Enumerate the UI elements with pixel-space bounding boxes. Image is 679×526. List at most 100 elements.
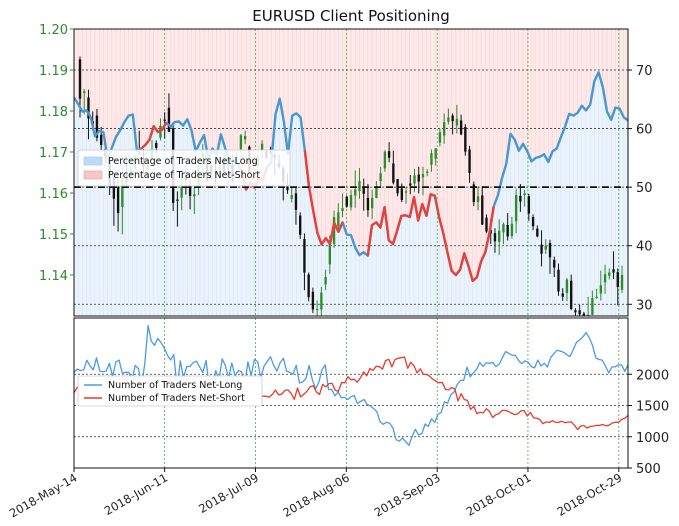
candle-body [578,310,581,315]
candle-body [582,313,586,316]
candle-body [116,187,120,214]
candle-body [565,279,569,294]
candle-body [294,193,298,210]
x-axis-tick-label: 2018-Oct-01 [464,470,534,518]
candle-body [417,174,420,182]
candle-body [83,91,86,93]
net-short-percentage-line [140,122,168,150]
left-axis-tick-label: 1.15 [39,228,68,243]
legend-swatch-net-long [83,156,103,166]
candle-body [121,178,124,207]
candle-body [299,215,302,235]
right-axis-tick-label: 60 [636,123,653,138]
right-axis-tick-label: 40 [636,240,653,255]
candle-body [523,193,526,196]
candle-body [599,285,603,294]
candle-body [616,272,619,287]
candle-body [349,195,353,208]
candle-body [324,277,327,285]
candle-body [303,238,306,273]
legend-label-traders-net-long: Number of Traders Net-Long [108,380,242,391]
net-short-percentage-line [366,192,495,283]
candle-body [502,224,505,233]
bottom-right-axis-tick-label: 1000 [636,431,669,446]
candle-body [620,275,624,290]
candle-body [163,119,166,121]
candle-body [527,196,531,214]
candle-body [176,199,179,201]
legend-label-net-long: Percentage of Traders Net-Long [108,156,258,167]
candle-body [155,142,158,148]
candle-body [574,310,577,313]
candle-body [413,175,416,184]
candle-body [459,120,463,135]
top-panel-frame [73,28,629,317]
candle-body [354,189,357,196]
candle-body [95,115,99,138]
candle-body [370,197,374,209]
left-axis-tick-label: 1.20 [39,23,68,38]
candle-body [514,195,518,222]
bottom-legend: Number of Traders Net-Long Number of Tra… [77,375,263,407]
candle-body [328,240,332,265]
candle-body [99,134,103,146]
candle-body [570,280,573,310]
candle-body [421,174,425,178]
x-axis-tick-label: 2018-May-14 [7,470,80,520]
candle-body [392,163,395,183]
candle-body [375,187,378,198]
candle-body [536,228,539,237]
candle-body [430,153,433,165]
chart-title: EURUSD Client Positioning [252,7,450,25]
candle-body [447,117,450,122]
candle-body [476,196,480,203]
candle-body [468,149,471,173]
candle-body [315,309,319,311]
traders-net-long-line [74,324,628,446]
legend-label-net-short: Percentage of Traders Net-Short [108,170,260,181]
candle-body [112,177,116,199]
candle-body [193,194,196,197]
bottom-panel-frame [73,317,629,469]
candle-body [341,208,344,212]
x-axis-tick-label: 2018-Jun-11 [102,470,170,518]
candle-body [404,191,408,193]
candle-body [438,132,442,143]
candle-body [591,297,594,315]
candle-body [510,223,514,237]
candle-body [451,115,454,122]
candle-body [426,171,429,173]
bottom-right-axis-tick-label: 500 [636,462,661,477]
right-axis-tick-label: 30 [636,298,653,313]
candle-body [519,195,522,202]
left-axis-tick-label: 1.14 [39,269,68,284]
left-axis-tick-label: 1.16 [39,187,68,202]
candle-body [455,118,459,126]
candle-body [379,173,382,182]
x-axis-tick-label: 2018-Aug-06 [280,470,351,519]
candle-body [307,274,310,298]
candle-body [540,244,543,254]
candle-body [548,243,552,258]
candle-body [400,188,403,200]
right-axis-tick-label: 50 [636,181,653,196]
candle-body [561,293,564,297]
candle-body [544,245,547,250]
candle-body [603,274,607,283]
candle-body [409,183,412,186]
candle-body [557,269,560,292]
candle-body [180,187,183,198]
candle-body [87,97,90,119]
candle-body [442,122,446,136]
candle-body [612,269,615,273]
candle-body [243,136,247,140]
candle-body [366,197,370,211]
candle-body [387,151,391,158]
candle-body [506,224,509,237]
candle-body [608,272,611,276]
candle-body [290,195,293,199]
x-axis-tick-label: 2018-Sep-03 [372,470,443,519]
candle-body [531,217,535,227]
candle-body [260,143,264,150]
